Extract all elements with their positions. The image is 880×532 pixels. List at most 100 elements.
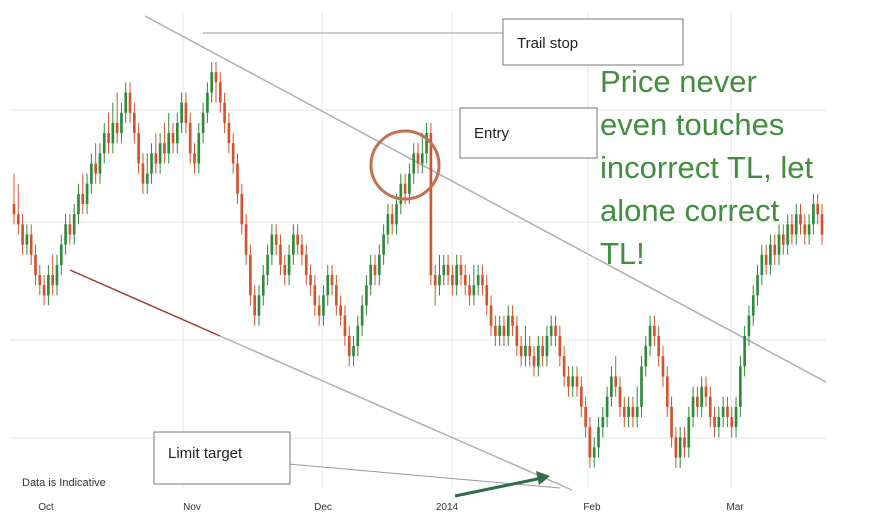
candle-body [794, 214, 798, 235]
candle-body [51, 275, 55, 286]
candle-body [90, 163, 93, 184]
candle-body [739, 366, 742, 407]
candle-body [249, 254, 252, 296]
candle-body [816, 204, 820, 215]
candle-body [111, 122, 115, 144]
trendlines [69, 15, 827, 491]
candle-body [365, 285, 368, 306]
candle-body [756, 275, 759, 296]
candle-body [751, 295, 755, 316]
candle-body [528, 346, 532, 357]
comment-line: TL! [600, 236, 645, 271]
candle-body [145, 173, 149, 184]
candle-body [330, 275, 334, 286]
candle-body [300, 244, 304, 255]
candle-body [115, 122, 119, 134]
candle-body [769, 244, 772, 265]
candle-body [558, 335, 562, 357]
candle-body [403, 183, 407, 194]
candle-body [459, 264, 463, 276]
candle-body [369, 264, 373, 286]
candle-body [317, 305, 321, 316]
candle-body [601, 417, 605, 428]
candle-body [700, 386, 703, 407]
x-tick-label: Nov [183, 502, 201, 513]
candle-body [386, 214, 390, 235]
candle-body [25, 234, 29, 245]
candle-body [287, 254, 291, 276]
arrow-head [536, 471, 550, 485]
candle-body [674, 437, 678, 458]
candle-body [442, 264, 446, 276]
candle-body [532, 356, 536, 367]
candle-body [567, 376, 570, 387]
candle-body [670, 406, 673, 438]
candle-body [541, 346, 544, 357]
candle-body [506, 315, 510, 336]
candle-body [128, 92, 132, 113]
comment-line: Price never [600, 64, 757, 99]
candle-body [777, 234, 781, 255]
candle-body [55, 264, 59, 286]
x-tick-label: Feb [583, 502, 601, 513]
candle-body [236, 163, 239, 194]
candle-body [734, 406, 738, 428]
x-tick-label: Oct [38, 502, 54, 513]
candle-body [377, 254, 381, 276]
candle-body [395, 204, 398, 225]
candle-body [704, 386, 708, 397]
candle-body [309, 275, 312, 286]
limit-target-callout: Limit target [153, 431, 561, 489]
candle-body [468, 285, 471, 296]
candle-body [708, 396, 712, 418]
candle-body [502, 325, 506, 336]
candle-body [648, 325, 652, 347]
candle-body [390, 214, 394, 225]
candle-body [537, 346, 540, 367]
candle-body [717, 417, 721, 428]
candle-body [622, 406, 626, 418]
trail-stop-callout: Trail stop [203, 18, 684, 66]
candle-body [47, 275, 50, 296]
candle-body [107, 133, 110, 144]
candle-body [201, 112, 205, 134]
candle-body [494, 325, 497, 336]
candle-body [313, 285, 317, 306]
candle-body [292, 234, 295, 255]
candle-body [665, 376, 669, 407]
candle-body [790, 224, 794, 235]
candle-body [451, 275, 454, 286]
candle-body [347, 335, 351, 357]
candle-body [640, 366, 643, 407]
candle-body [807, 224, 811, 235]
candle-body [799, 214, 802, 225]
entry-circle [369, 129, 441, 201]
candle-body [210, 72, 214, 93]
candle-body [545, 335, 549, 357]
target-arrow [454, 471, 550, 498]
candle-body [820, 214, 824, 235]
candle-body [356, 325, 360, 347]
candle-body [592, 447, 596, 458]
comment-line: incorrect TL, let [600, 150, 813, 185]
candle-body [141, 163, 145, 184]
trail-stop-label: Trail stop [517, 35, 578, 52]
candle-body [188, 122, 192, 154]
candle-body [184, 102, 188, 123]
entry-label: Entry [474, 125, 510, 142]
lower-trendline-start [69, 269, 221, 337]
candle-body [416, 153, 420, 164]
candle-body [120, 112, 123, 134]
candle-body [218, 82, 222, 103]
candle-body [180, 102, 183, 123]
candle-body [760, 254, 764, 276]
candle-body [433, 275, 437, 286]
candle-body [605, 396, 609, 418]
candle-body [588, 427, 592, 458]
trail-stop-box [502, 18, 684, 66]
candle-body [64, 224, 67, 245]
candle-body [274, 234, 278, 245]
candle-body [678, 437, 682, 458]
candle-body [279, 244, 282, 265]
candle-body [747, 315, 751, 336]
